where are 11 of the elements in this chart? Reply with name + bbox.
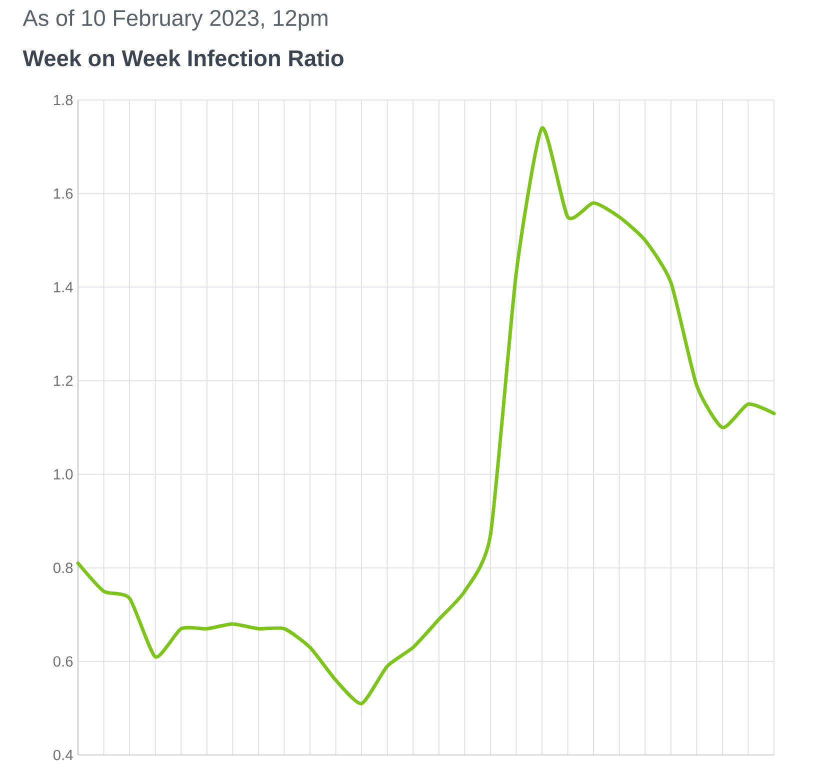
y-tick-label: 0.8 [53,562,73,574]
y-tick-label: 0.6 [53,656,73,667]
y-tick-label: 1.0 [54,469,73,480]
line-series [76,126,776,706]
y-tick-label: 0.4 [53,750,73,760]
y-tick-label: 1.8 [54,94,73,106]
chart-subtitle: As of 10 February 2023, 12pm [22,9,328,31]
y-tick-label: 1.2 [54,376,73,386]
y-tick-label: 1.6 [54,188,73,199]
y-tick-label: 1.4 [54,282,73,292]
chart-title: Week on Week Infection Ratio [22,50,344,66]
